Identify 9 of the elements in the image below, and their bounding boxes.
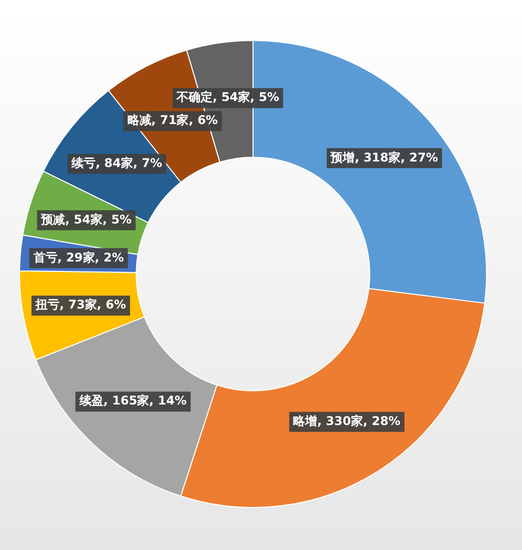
slice-label: 首亏, 29家, 2%: [32, 250, 124, 264]
slice-label: 预增, 318家, 27%: [330, 150, 438, 164]
slice-label: 略减, 71家, 6%: [127, 113, 218, 128]
slice-label: 预减, 54家, 5%: [40, 212, 132, 226]
slice-label: 续亏, 84家, 7%: [70, 156, 162, 170]
slice-label: 不确定, 54家, 5%: [176, 90, 280, 104]
slice-label: 续盈, 165家, 14%: [78, 394, 187, 408]
slice-label: 略增, 330家, 28%: [293, 414, 400, 428]
slice-label: 扭亏, 73家, 6%: [34, 298, 126, 312]
